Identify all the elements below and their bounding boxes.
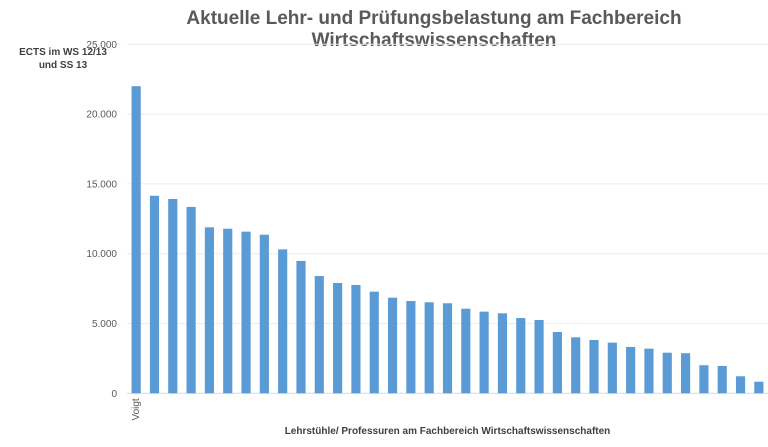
bar [406,301,416,394]
bar [699,365,709,394]
bar [131,86,141,394]
bar [223,228,233,394]
bar [461,308,471,394]
bar [607,342,617,394]
y-tick-label: 5.000 [92,319,117,330]
bar [644,348,654,394]
bar [351,284,361,394]
bar [168,198,178,394]
y-axis-label: ECTS im WS 12/13 und SS 13 [19,47,107,71]
bar [387,297,398,394]
x-tick-label: Voigt [131,398,142,420]
bar [186,206,196,394]
bar [333,283,343,394]
bar [735,376,746,394]
bar [516,318,526,394]
bar [754,381,764,394]
y-tick-label: 10.000 [86,249,117,260]
bar [571,337,581,394]
chart-title: Aktuelle Lehr- und Prüfungsbelastung am … [186,8,682,51]
bar [296,260,306,394]
bar [204,227,214,394]
bar [589,339,599,394]
bar [259,234,269,394]
bar [442,303,453,394]
bar [552,332,562,394]
y-tick-label: 15.000 [86,179,117,190]
bar [149,195,160,394]
x-axis-label: Lehrstühle/ Professuren am Fachbereich W… [284,426,611,437]
bar [278,249,288,394]
y-tick-label: 0 [111,389,117,400]
bar [369,291,379,394]
bar [717,365,727,394]
bar [534,320,544,394]
bar [497,313,508,394]
bar [662,352,672,394]
y-tick-label: 25.000 [86,40,117,51]
bar [681,353,691,394]
bar [424,302,434,394]
bar [314,276,324,394]
bar [479,311,489,394]
bar [241,231,251,394]
y-tick-label: 20.000 [86,110,117,121]
bar [626,346,636,394]
